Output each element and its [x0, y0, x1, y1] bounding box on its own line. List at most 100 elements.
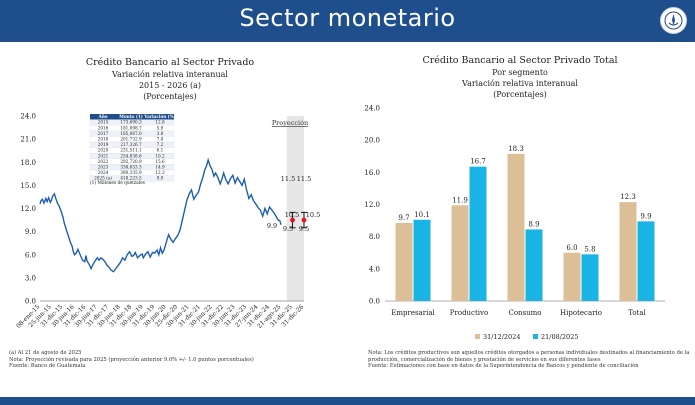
- proj-2026-center-label: 10.5: [306, 211, 320, 219]
- proj-2026-lower-label: 9.5: [299, 225, 309, 233]
- right-title-line: Crédito Bancario al Sector Privado Total: [422, 55, 617, 66]
- left-subtitle-line: 2015 - 2026 (a): [139, 81, 201, 90]
- left-subtitle-line: Variación relativa interanual: [111, 70, 228, 79]
- bar: [525, 229, 543, 301]
- y-tick-label: 9.0: [25, 228, 36, 236]
- inset-table-cell: 10.2: [155, 153, 165, 158]
- inset-table-header: Año: [97, 114, 107, 119]
- segment-bar-chart: Crédito Bancario al Sector Privado Total…: [364, 55, 665, 341]
- inset-table-cell: 7.2: [157, 142, 164, 147]
- credit-series-line: [39, 157, 282, 273]
- page-title: Sector monetario: [239, 4, 456, 32]
- left-note: Nota: Proyección revisada para 2025 (pro…: [9, 356, 254, 363]
- bar-value-label: 9.9: [640, 212, 651, 220]
- bar-value-label: 18.3: [508, 145, 524, 153]
- x-category-label: Productivo: [450, 309, 488, 317]
- inset-table-cell: 2021: [98, 153, 109, 158]
- inset-table-cell: 3.8: [157, 131, 164, 136]
- inset-table-header: Variación (%): [143, 114, 175, 119]
- y-tick-label: 12.0: [364, 201, 380, 209]
- right-notes: Nota: Los créditos productivos son aquel…: [368, 350, 689, 370]
- inset-table-cell: 2022: [98, 159, 109, 164]
- y-tick-label: 15.0: [20, 182, 36, 190]
- inset-table-footnote: (1) Millones de quetzales: [90, 181, 145, 186]
- footer-bar: [0, 397, 695, 405]
- left-notes: (a) Al 21 de agosto de 2025 Nota: Proyec…: [9, 350, 254, 370]
- y-tick-label: 6.0: [25, 251, 36, 259]
- inset-table-cell: 15.6: [155, 159, 165, 164]
- left-title-line: Crédito Bancario al Sector Privado: [86, 57, 255, 68]
- right-subtitle-line: Variación relativa interanual: [461, 79, 578, 88]
- inset-table-cell: 338,653.3: [120, 165, 142, 170]
- inset-table-row: [89, 175, 175, 182]
- y-tick-label: 3.0: [25, 274, 36, 282]
- y-tick-label: 4.0: [369, 265, 380, 273]
- bar-value-label: 12.3: [620, 193, 636, 201]
- right-note: producción, comercialización de bienes y…: [368, 356, 601, 363]
- y-tick-label: 0.0: [25, 298, 36, 306]
- inset-table-cell: 2015: [98, 120, 109, 125]
- inset-table-cell: 185,067.0: [120, 131, 142, 136]
- proj-2026-upper-label: 11.5: [297, 175, 311, 183]
- inset-table-cell: 2016: [98, 125, 109, 130]
- left-subtitle-line: (Porcentajes): [143, 92, 197, 101]
- credit-line-chart: Crédito Bancario al Sector Privado Varia…: [15, 57, 320, 330]
- last-value-label: 9.9: [267, 222, 277, 230]
- projection-point: [290, 217, 295, 223]
- inset-table-header: Monto (1): [119, 114, 143, 119]
- right-note: Fuente: Estimaciones con base en datos d…: [368, 363, 639, 370]
- bar: [619, 202, 637, 301]
- x-category-label: Empresarial: [391, 309, 435, 317]
- inset-table-cell: 2025 (a): [94, 176, 112, 181]
- y-tick-label: 20.0: [364, 137, 380, 145]
- y-tick-label: 12.0: [20, 205, 36, 213]
- bar: [469, 166, 487, 301]
- proj-2025-upper-label: 11.5: [281, 175, 295, 183]
- bar: [451, 205, 469, 301]
- legend-swatch: [533, 334, 538, 339]
- right-subtitle-line: Por segmento: [492, 68, 548, 77]
- inset-table-cell: 173,690.3: [120, 120, 142, 125]
- legend-label: 21/08/2025: [541, 333, 578, 341]
- bar-value-label: 8.9: [528, 220, 539, 228]
- inset-table-cell: 231,511.1: [120, 148, 142, 153]
- inset-table-cell: 2024: [98, 170, 109, 175]
- right-subtitle-line: (Porcentajes): [493, 90, 547, 99]
- inset-table-cell: 6.1: [157, 148, 164, 153]
- inset-table-cell: 292,720.9: [120, 159, 142, 164]
- projection-point: [301, 217, 307, 223]
- inset-table-header-bg: [90, 114, 174, 120]
- inset-table-cell: 181,098.7: [120, 125, 142, 130]
- bar-value-label: 11.9: [452, 196, 468, 204]
- left-note: Fuente: Banco de Guatemala: [9, 363, 86, 370]
- header-bar: Sector monetario: [0, 0, 695, 42]
- inset-table-cell: 2018: [98, 137, 109, 142]
- inset-table-cell: 217,326.7: [120, 142, 142, 147]
- bar: [507, 153, 525, 301]
- bar-value-label: 9.7: [398, 214, 409, 222]
- bar-value-label: 6.0: [566, 244, 577, 252]
- projection-region: [286, 116, 304, 301]
- y-tick-label: 16.0: [364, 169, 380, 177]
- x-category-label: Hipotecario: [560, 309, 602, 317]
- bar-value-label: 16.7: [470, 158, 486, 166]
- bar: [563, 252, 581, 301]
- inset-table-cell: 5.9: [157, 125, 164, 130]
- right-chart-title: Crédito Bancario al Sector Privado Total…: [422, 55, 617, 99]
- proj-2025-lower-label: 9.5: [283, 225, 293, 233]
- y-tick-label: 0.0: [369, 298, 380, 306]
- legend-label: 31/12/2024: [483, 333, 520, 341]
- inset-table-cell: 14.9: [155, 165, 165, 170]
- y-tick-label: 24.0: [20, 113, 36, 121]
- inset-table-cell: 418,223.5: [120, 176, 142, 181]
- bar: [637, 221, 655, 301]
- legend: 31/12/2024 21/08/2025: [475, 333, 578, 341]
- inset-table-cell: 201,732.9: [120, 137, 142, 142]
- inset-table-cell: 2020: [98, 148, 109, 153]
- bar-value-label: 5.8: [584, 245, 595, 253]
- x-category-label: Total: [628, 309, 646, 317]
- projection-label: Proyección: [272, 119, 308, 127]
- inset-table-cell: 12.3: [155, 170, 165, 175]
- y-tick-label: 24.0: [364, 105, 380, 113]
- y-tick-label: 8.0: [369, 233, 380, 241]
